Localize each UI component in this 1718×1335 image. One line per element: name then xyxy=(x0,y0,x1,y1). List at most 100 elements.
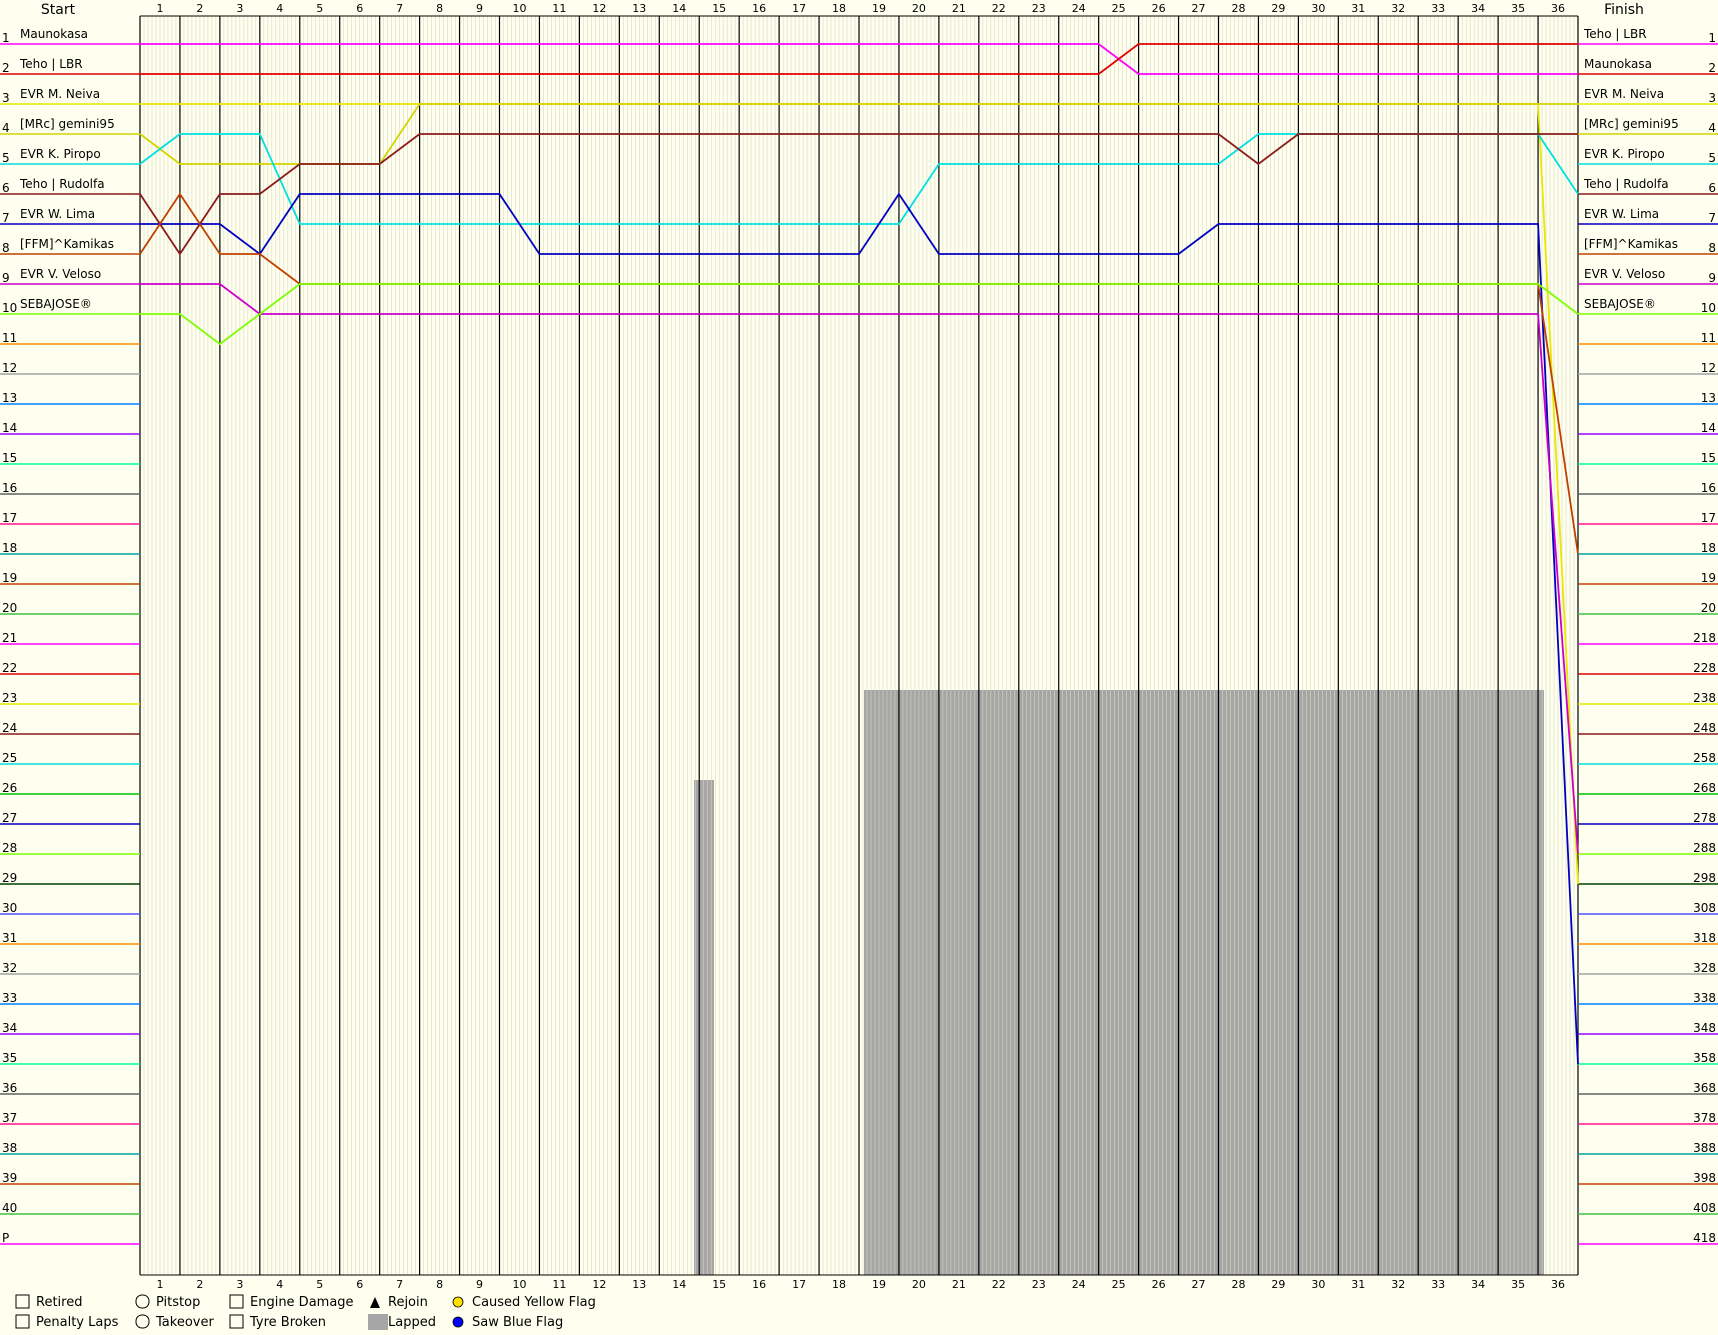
finish-driver-name: Teho | Rudolfa xyxy=(1583,177,1669,191)
finish-position-number: 3 xyxy=(1708,91,1716,105)
lap-label-top: 31 xyxy=(1351,2,1365,15)
lap-label-top: 27 xyxy=(1192,2,1206,15)
lap-label-bottom: 6 xyxy=(356,1278,363,1291)
finish-position-number: 13 xyxy=(1701,391,1716,405)
finish-driver-name: [MRc] gemini95 xyxy=(1584,117,1679,131)
start-position-number: 14 xyxy=(2,421,17,435)
driver-line xyxy=(140,43,1578,75)
start-position-number: 22 xyxy=(2,661,17,675)
finish-position-number: 20 xyxy=(1701,601,1716,615)
start-driver-name: Teho | Rudolfa xyxy=(19,177,105,191)
finish-position-number: 4 xyxy=(1708,121,1716,135)
lap-label-top: 8 xyxy=(436,2,443,15)
start-position-number: 32 xyxy=(2,961,17,975)
start-position-number: 7 xyxy=(2,211,10,225)
start-driver-name: Maunokasa xyxy=(20,27,88,41)
lap-label-top: 19 xyxy=(872,2,886,15)
yellow-icon xyxy=(452,1296,464,1308)
lap-label-top: 34 xyxy=(1471,2,1485,15)
start-position-number: 28 xyxy=(2,841,17,855)
lap-label-bottom: 33 xyxy=(1431,1278,1445,1291)
lap-label-top: 29 xyxy=(1271,2,1285,15)
finish-position-number: 288 xyxy=(1693,841,1716,855)
pitstop-icon xyxy=(135,1294,150,1309)
lap-label-top: 18 xyxy=(832,2,846,15)
lap-label-top: 11 xyxy=(552,2,566,15)
lap-label-top: 23 xyxy=(1032,2,1046,15)
lap-label-bottom: 28 xyxy=(1231,1278,1245,1291)
lap-label-bottom: 11 xyxy=(552,1278,566,1291)
start-position-number: 27 xyxy=(2,811,17,825)
start-position-number: 40 xyxy=(2,1201,17,1215)
start-position-number: 15 xyxy=(2,451,17,465)
lap-label-bottom: 23 xyxy=(1032,1278,1046,1291)
finish-position-number: 348 xyxy=(1693,1021,1716,1035)
blue-icon xyxy=(452,1316,464,1328)
driver-line xyxy=(140,283,1579,855)
legend-label: Takeover xyxy=(155,1315,214,1330)
start-position-number: 20 xyxy=(2,601,17,615)
finish-driver-name: EVR M. Neiva xyxy=(1584,87,1664,101)
lap-label-bottom: 1 xyxy=(156,1278,163,1291)
lap-label-top: 3 xyxy=(236,2,243,15)
finish-position-number: 308 xyxy=(1693,901,1716,915)
finish-position-number: 14 xyxy=(1701,421,1716,435)
legend-label: Engine Damage xyxy=(250,1295,354,1310)
lap-label-top: 35 xyxy=(1511,2,1525,15)
finish-position-number: 248 xyxy=(1693,721,1716,735)
lap-label-top: 32 xyxy=(1391,2,1405,15)
start-driver-name: EVR K. Piropo xyxy=(20,147,101,161)
lap-label-top: 25 xyxy=(1112,2,1126,15)
lap-label-top: 2 xyxy=(196,2,203,15)
finish-position-number: 298 xyxy=(1693,871,1716,885)
finish-position-number: 19 xyxy=(1701,571,1716,585)
lap-label-bottom: 15 xyxy=(712,1278,726,1291)
finish-driver-name: SEBAJOSE® xyxy=(1584,297,1656,311)
start-position-number: 29 xyxy=(2,871,17,885)
lapped-area xyxy=(864,690,1544,1275)
lap-label-top: 1 xyxy=(156,2,163,15)
finish-position-number: 12 xyxy=(1701,361,1716,375)
start-position-number: 19 xyxy=(2,571,17,585)
lap-label-top: 14 xyxy=(672,2,686,15)
lap-label-bottom: 7 xyxy=(396,1278,403,1291)
finish-driver-name: EVR W. Lima xyxy=(1584,207,1659,221)
lap-label-bottom: 21 xyxy=(952,1278,966,1291)
lap-label-bottom: 16 xyxy=(752,1278,766,1291)
lap-label-top: 33 xyxy=(1431,2,1445,15)
legend-label: Saw Blue Flag xyxy=(472,1315,563,1330)
lap-label-bottom: 32 xyxy=(1391,1278,1405,1291)
finish-driver-name: [FFM]^Kamikas xyxy=(1584,237,1678,251)
finish-position-number: 18 xyxy=(1701,541,1716,555)
lapped-icon xyxy=(368,1314,388,1330)
finish-driver-name: Teho | LBR xyxy=(1583,27,1647,41)
lap-label-top: 10 xyxy=(512,2,526,15)
start-header: Start xyxy=(41,2,76,18)
start-position-number: 34 xyxy=(2,1021,17,1035)
lap-label-top: 24 xyxy=(1072,2,1086,15)
start-position-number: 3 xyxy=(2,91,10,105)
finish-position-number: 238 xyxy=(1693,691,1716,705)
legend-label: Lapped xyxy=(388,1315,436,1330)
finish-position-number: 278 xyxy=(1693,811,1716,825)
lap-label-top: 20 xyxy=(912,2,926,15)
start-position-number: 9 xyxy=(2,271,10,285)
finish-header: Finish xyxy=(1604,2,1644,18)
start-position-number: 23 xyxy=(2,691,17,705)
lap-label-bottom: 27 xyxy=(1192,1278,1206,1291)
engine-icon xyxy=(229,1294,244,1309)
start-position-number: 16 xyxy=(2,481,17,495)
start-position-number: 35 xyxy=(2,1051,17,1065)
lap-label-bottom: 9 xyxy=(476,1278,483,1291)
start-position-number: 1 xyxy=(2,31,10,45)
finish-position-number: 9 xyxy=(1708,271,1716,285)
start-position-number: 11 xyxy=(2,331,17,345)
penalty-icon xyxy=(15,1314,30,1329)
finish-position-number: 228 xyxy=(1693,661,1716,675)
start-position-number: 24 xyxy=(2,721,17,735)
start-position-number: 18 xyxy=(2,541,17,555)
lap-label-bottom: 19 xyxy=(872,1278,886,1291)
lap-labels: 1122334455667788991010111112121313141415… xyxy=(156,2,1565,1291)
start-position-number: 30 xyxy=(2,901,17,915)
finish-position-number: 388 xyxy=(1693,1141,1716,1155)
